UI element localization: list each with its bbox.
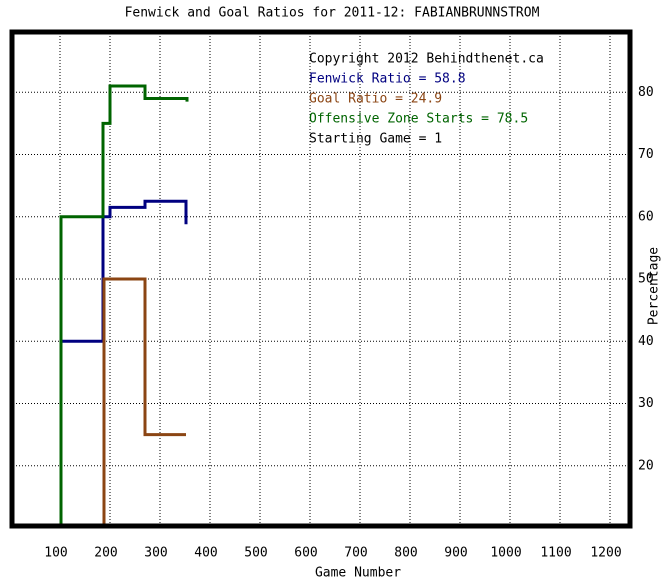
y-tick-label: 70 [638, 147, 654, 162]
y-tick-label: 40 [638, 334, 654, 349]
x-tick-label: 500 [244, 546, 267, 561]
x-tick-label: 100 [44, 546, 67, 561]
chart-title: Fenwick and Goal Ratios for 2011-12: FAB… [125, 6, 540, 21]
x-tick-label: 600 [294, 546, 317, 561]
x-tick-label: 1200 [590, 546, 621, 561]
x-tick-label: 900 [444, 546, 467, 561]
legend-entry: Offensive Zone Starts = 78.5 [309, 112, 528, 127]
y-tick-label: 20 [638, 458, 654, 473]
y-tick-label: 80 [638, 85, 654, 100]
y-tick-label: 60 [638, 209, 654, 224]
legend-entry: Fenwick Ratio = 58.8 [309, 72, 466, 87]
y-tick-label: 50 [638, 272, 654, 287]
x-tick-label: 1000 [490, 546, 521, 561]
plot-frame [9, 29, 633, 529]
y-axis-label: Percentage [647, 247, 662, 325]
annotation: Starting Game = 1 [309, 132, 442, 147]
x-tick-label: 400 [194, 546, 217, 561]
series-line [62, 199, 188, 343]
series-line [102, 277, 186, 528]
x-tick-label: 800 [394, 546, 417, 561]
annotation: Copyright 2012 Behindthenet.ca [309, 52, 544, 67]
legend-entry: Goal Ratio = 24.9 [309, 92, 442, 107]
x-axis-label: Game Number [315, 566, 401, 580]
x-tick-label: 300 [144, 546, 167, 561]
x-tick-label: 1100 [540, 546, 571, 561]
series-line [59, 84, 189, 528]
x-tick-label: 700 [344, 546, 367, 561]
x-tick-label: 200 [94, 546, 117, 561]
y-tick-label: 30 [638, 396, 654, 411]
